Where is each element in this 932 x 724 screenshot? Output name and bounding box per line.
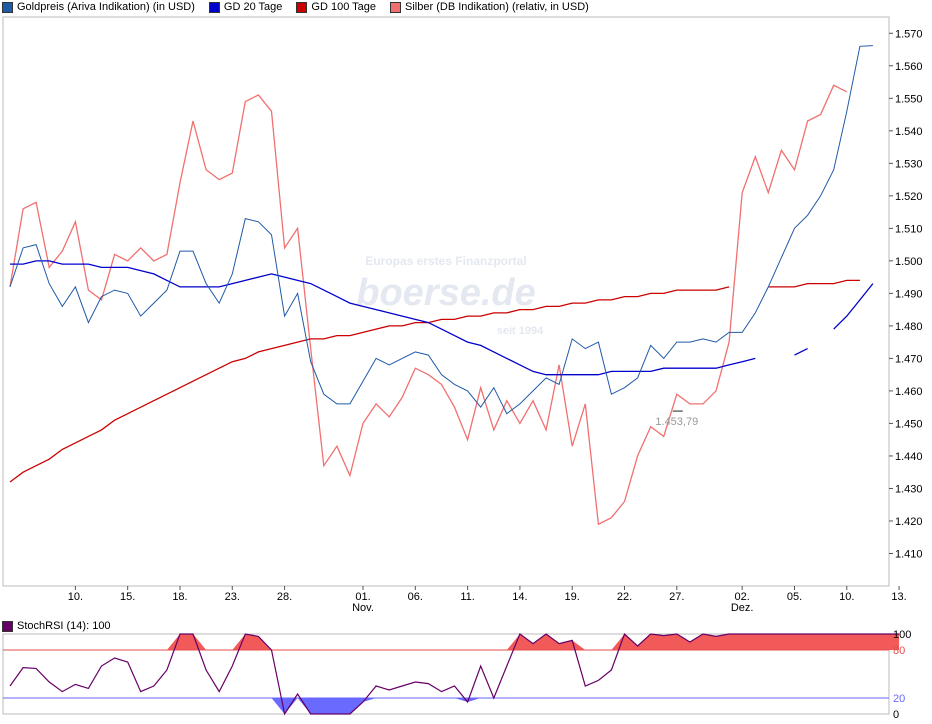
rsi-tick-label: 0 — [893, 709, 899, 721]
x-tick-label: 05. — [787, 591, 802, 603]
plot-frame — [2, 16, 890, 587]
x-tick-month: Dez. — [731, 602, 754, 614]
x-tick-label: 02. — [735, 591, 750, 603]
y-tick-label: 1.480 — [895, 321, 923, 333]
y-tick-label: 1.420 — [895, 516, 923, 528]
y-tick-label: 1.530 — [895, 158, 923, 170]
legend-label: Goldpreis (Ariva Indikation) (in USD) — [17, 1, 195, 13]
gold-line — [9, 45, 873, 415]
legend-swatch — [2, 1, 13, 13]
x-tick-label: 27. — [669, 591, 684, 603]
y-tick-label: 1.560 — [895, 61, 923, 73]
y-tick-label: 1.520 — [895, 191, 923, 203]
rsi-line — [9, 632, 900, 716]
watermark-logo: boerse.de — [356, 272, 536, 314]
silver-line — [9, 84, 848, 526]
y-tick-label: 1.570 — [895, 28, 923, 40]
x-tick-month: Nov. — [352, 602, 374, 614]
legend-item: GD 100 Tage — [296, 0, 376, 14]
y-tick-label: 1.430 — [895, 483, 923, 495]
y-tick-label: 1.460 — [895, 386, 923, 398]
legend: Goldpreis (Ariva Indikation) (in USD) GD … — [2, 0, 589, 14]
rsi-overbought-fill — [166, 634, 900, 650]
x-tick-label: 18. — [172, 591, 187, 603]
stochrsi-swatch — [2, 620, 13, 632]
y-tick-label: 1.410 — [895, 548, 923, 560]
legend-item: Goldpreis (Ariva Indikation) (in USD) — [2, 0, 195, 14]
legend-label: Silber (DB Indikation) (relativ, in USD) — [405, 1, 589, 13]
x-tick-label: 10. — [839, 591, 854, 603]
x-tick-label: 10. — [68, 591, 83, 603]
stochrsi-title-text: StochRSI (14): 100 — [17, 620, 111, 632]
x-tick-label: 22. — [617, 591, 632, 603]
legend-swatch — [296, 1, 308, 13]
y-tick-label: 1.490 — [895, 288, 923, 300]
y-tick-label: 1.550 — [895, 93, 923, 105]
stochrsi-title: StochRSI (14): 100 — [2, 620, 111, 632]
x-tick-label: 15. — [120, 591, 135, 603]
rsi-tick-label: 20 — [893, 693, 905, 705]
legend-item: Silber (DB Indikation) (relativ, in USD) — [390, 0, 589, 14]
legend-swatch — [390, 1, 402, 13]
gd100-line — [9, 279, 860, 483]
y-tick-label: 1.510 — [895, 223, 923, 235]
x-tick-label: 28. — [277, 591, 292, 603]
legend-swatch — [208, 1, 220, 13]
y-tick-label: 1.440 — [895, 451, 923, 463]
x-tick-label: 23. — [225, 591, 240, 603]
y-tick-label: 1.470 — [895, 353, 923, 365]
x-tick-label: 06. — [408, 591, 423, 603]
y-tick-label: 1.540 — [895, 126, 923, 138]
legend-label: GD 20 Tage — [223, 1, 283, 13]
watermark-since: seit 1994 — [497, 325, 544, 337]
watermark-tagline: Europas erstes Finanzportal — [365, 254, 526, 268]
x-tick-label: 14. — [512, 591, 527, 603]
x-tick-label: 01. — [355, 591, 370, 603]
rsi-tick-label: 80 — [893, 645, 905, 657]
rsi-oversold-fill — [271, 698, 481, 714]
x-tick-label: 13. — [891, 591, 906, 603]
y-tick-label: 1.500 — [895, 256, 923, 268]
legend-label: GD 100 Tage — [311, 1, 377, 13]
gd20-line — [10, 260, 874, 376]
x-tick-label: 19. — [565, 591, 580, 603]
annotation-low: 1.453,79 — [655, 416, 698, 428]
y-tick-label: 1.450 — [895, 418, 923, 430]
legend-item: GD 20 Tage — [208, 0, 283, 14]
rsi-tick-label: 100 — [893, 629, 911, 641]
x-tick-label: 11. — [460, 591, 474, 603]
